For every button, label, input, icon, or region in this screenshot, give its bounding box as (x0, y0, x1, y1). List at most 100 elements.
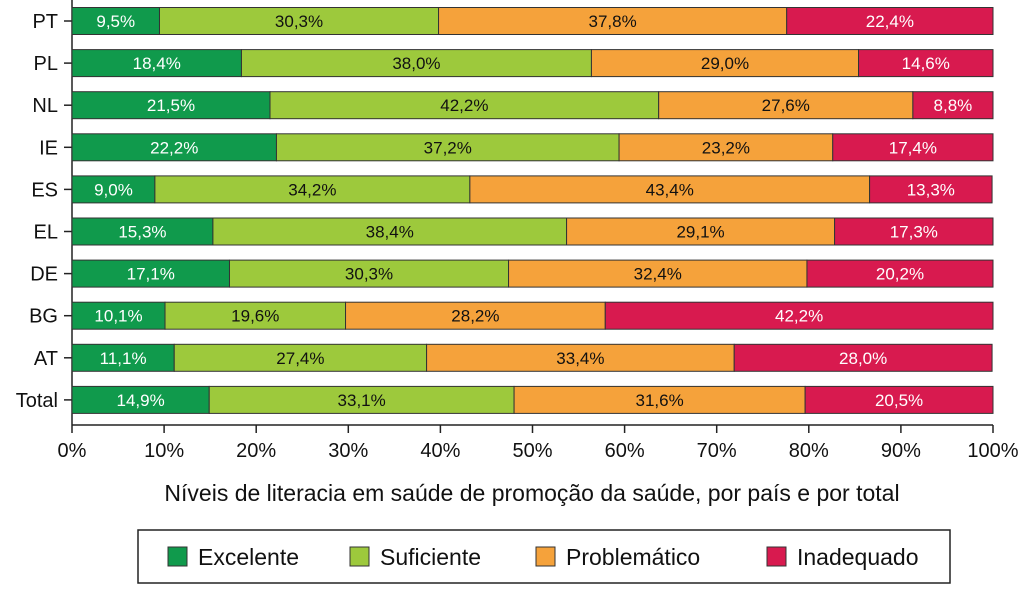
x-tick-label: 10% (144, 440, 184, 462)
bar-segment-inadequado (832, 133, 994, 162)
data-label: 34,2% (288, 180, 336, 199)
x-tick-label: 90% (881, 440, 921, 462)
x-tick-label: 50% (512, 440, 552, 462)
bar-segment-problemático (345, 301, 606, 330)
data-label: 20,5% (875, 391, 923, 410)
bar-segment-excelente (71, 7, 160, 35)
data-label: 38,0% (392, 54, 440, 73)
y-tick-label: BG (29, 306, 58, 328)
data-label: 28,2% (451, 307, 499, 326)
data-label: 38,4% (366, 223, 414, 242)
legend-label: Suficiente (380, 544, 481, 570)
legend-swatch (167, 546, 188, 567)
bars: 9,5% 30,3% 37,8% 22,4% 18,4% 38,0% 29,0% 14,6% 2… (71, 7, 994, 414)
bar-segment-excelente (71, 217, 214, 246)
bar-segment-problemático (469, 175, 871, 204)
data-label: 20,2% (876, 265, 924, 284)
legend-label: Excelente (198, 544, 299, 570)
data-label: 37,8% (589, 12, 637, 31)
bar-segment-inadequado (786, 7, 994, 35)
y-tick-label: Total (16, 390, 58, 412)
x-tick-label: 100% (967, 440, 1018, 462)
data-label: 43,4% (646, 180, 694, 199)
data-label: 42,2% (775, 307, 823, 326)
data-label: 32,4% (634, 265, 682, 284)
data-label: 42,2% (440, 96, 488, 115)
data-label: 27,6% (762, 96, 810, 115)
data-label: 10,1% (94, 307, 142, 326)
bar-segment-excelente (71, 175, 156, 204)
data-label: 29,1% (676, 223, 724, 242)
bar-segment-excelente (71, 259, 230, 288)
data-label: 14,6% (902, 54, 950, 73)
bar-segment-suficiente (240, 49, 592, 78)
data-label: 17,4% (889, 138, 937, 157)
bar-segment-excelente (71, 385, 210, 414)
data-label: 18,4% (133, 54, 181, 73)
data-label: 15,3% (118, 223, 166, 242)
y-tick-label: EL (34, 222, 58, 244)
data-label: 30,3% (275, 12, 323, 31)
bar-segment-inadequado (733, 343, 993, 372)
bar-segment-problemático (658, 91, 914, 120)
data-label: 14,9% (117, 391, 165, 410)
data-label: 9,5% (96, 12, 135, 31)
legend-label: Problemático (566, 544, 700, 570)
data-label: 33,4% (556, 349, 604, 368)
y-tick-label: PL (34, 53, 58, 75)
bar-segment-suficiente (275, 133, 620, 162)
bar-segment-excelente (71, 301, 166, 330)
y-tick-label: IE (39, 137, 58, 159)
data-label: 31,6% (635, 391, 683, 410)
x-tick-label: 20% (236, 440, 276, 462)
bar-segment-suficiente (164, 301, 347, 330)
y-tick-label: PT (32, 11, 58, 33)
data-label: 22,2% (150, 138, 198, 157)
data-label: 19,6% (231, 307, 279, 326)
bar-segment-suficiente (173, 343, 428, 372)
x-tick-label: 40% (420, 440, 460, 462)
axes: 0% 10% 20% 30% 40% 50% 60% 70% 80% 90% 100% PT PL NL I… (16, 0, 1019, 462)
bar-segment-suficiente (208, 385, 515, 414)
x-tick-label: 60% (605, 440, 645, 462)
data-label: 21,5% (147, 96, 195, 115)
bar-segment-inadequado (804, 385, 994, 414)
data-label: 37,2% (424, 138, 472, 157)
bar-segment-problemático (618, 133, 834, 162)
bar-segment-suficiente (158, 7, 440, 35)
bar-segment-inadequado (858, 49, 994, 78)
bar-segment-suficiente (154, 175, 471, 204)
legend-swatch (349, 546, 370, 567)
bar-segment-problemático (513, 385, 806, 414)
bar-segment-excelente (71, 343, 175, 372)
data-label: 29,0% (701, 54, 749, 73)
legend: Excelente Suficiente Problemático Inadequad… (137, 529, 951, 584)
bar-segment-inadequado (806, 259, 994, 288)
y-tick-label: DE (30, 264, 58, 286)
data-label: 13,3% (907, 180, 955, 199)
x-tick-label: 80% (789, 440, 829, 462)
data-label: 23,2% (702, 138, 750, 157)
data-label: 8,8% (934, 96, 973, 115)
x-tick-label: 0% (58, 440, 87, 462)
data-label: 9,0% (94, 180, 133, 199)
legend-swatch (535, 546, 556, 567)
y-tick-label: ES (31, 179, 58, 201)
data-label: 11,1% (100, 349, 147, 368)
data-label: 30,3% (345, 265, 393, 284)
bar-segment-suficiente (228, 259, 510, 288)
x-tick-label: 30% (328, 440, 368, 462)
x-axis-title: Níveis de literacia em saúde de promoção… (164, 480, 899, 506)
x-tick-label: 70% (697, 440, 737, 462)
data-label: 27,4% (276, 349, 324, 368)
data-label: 17,1% (127, 265, 175, 284)
bar-segment-excelente (71, 91, 271, 120)
bar-segment-problemático (566, 217, 836, 246)
bar-segment-inadequado (869, 175, 993, 204)
legend-label: Inadequado (797, 544, 919, 570)
bar-segment-excelente (71, 49, 242, 78)
data-label: 28,0% (839, 349, 887, 368)
bar-segment-inadequado (912, 91, 994, 120)
bar-segment-inadequado (834, 217, 994, 246)
